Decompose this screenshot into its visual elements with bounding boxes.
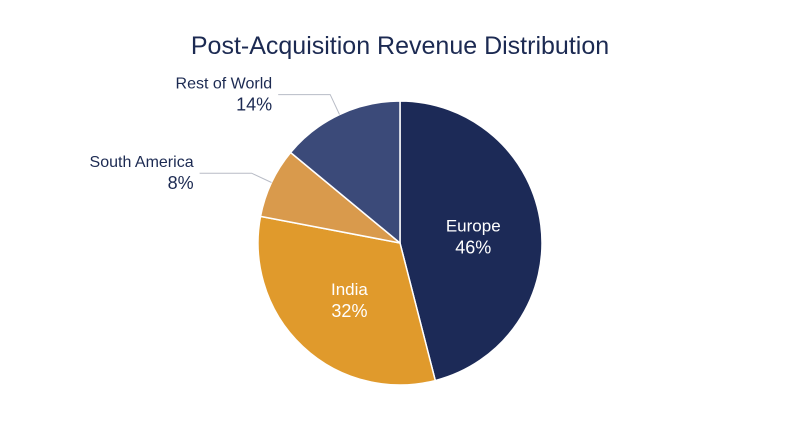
chart-title: Post-Acquisition Revenue Distribution: [191, 32, 609, 60]
label-india-value: 32%: [331, 301, 367, 321]
pie-slices: [257, 100, 543, 386]
label-india-name: India: [331, 280, 368, 299]
leader-line-rest-of-world: [278, 94, 340, 115]
slice-europe: [399, 100, 543, 382]
leader-line-south-america: [199, 172, 272, 183]
label-south-america-value: 8%: [168, 173, 194, 193]
slice-india: [257, 215, 437, 386]
label-south-america-name: South America: [90, 154, 194, 171]
label-europe-name: Europe: [446, 217, 501, 236]
label-europe-value: 46%: [455, 238, 491, 258]
slice-rest-of-world: [289, 100, 401, 244]
label-rest-of-world-name: Rest of World: [176, 76, 273, 93]
label-rest-of-world-value: 14%: [236, 95, 272, 115]
pie-labels: Europe 46% India 32% South America 8% Rest of …: [90, 76, 501, 321]
